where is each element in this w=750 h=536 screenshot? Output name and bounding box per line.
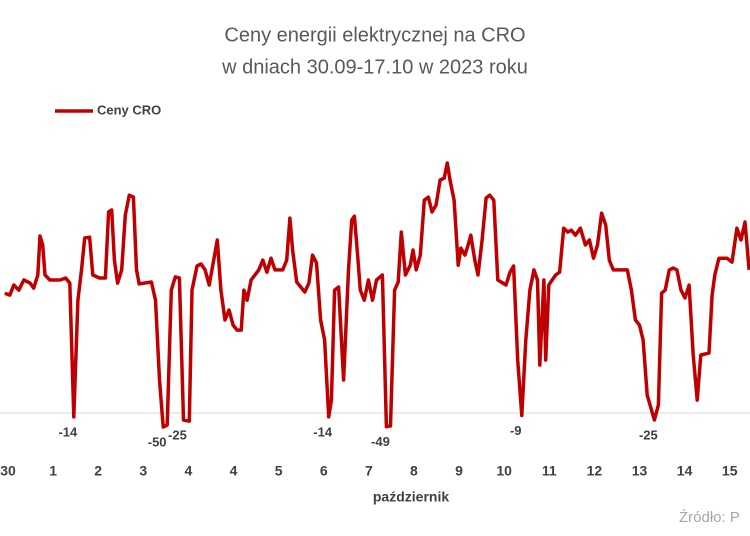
data-label: -9 — [510, 423, 522, 438]
source: Źródło: P — [679, 509, 740, 526]
x-tick-label: 14 — [677, 463, 693, 479]
x-tick-label: 5 — [275, 463, 283, 479]
x-tick-label: 15 — [722, 463, 738, 479]
x-tick-label: 2 — [94, 463, 102, 479]
x-tick-label: 12 — [587, 463, 603, 479]
x-tick-label: 8 — [410, 463, 418, 479]
x-tick-label: 6 — [320, 463, 328, 479]
x-tick-label: 4 — [185, 463, 193, 479]
x-tick-label: 7 — [365, 463, 373, 479]
x-tick-label: 10 — [496, 463, 512, 479]
x-tick-label: 3 — [139, 463, 147, 479]
legend-label: Ceny CRO — [97, 102, 161, 117]
data-label: -50 — [148, 434, 167, 449]
data-label: -49 — [371, 434, 390, 449]
chart-subtitle: w dniach 30.09-17.10 w 2023 roku — [221, 56, 528, 78]
x-tick-label: 9 — [455, 463, 463, 479]
chart-title: Ceny energii elektrycznej na CRO — [224, 24, 525, 46]
x-tick-label: 30 — [0, 463, 16, 479]
data-label: -14 — [313, 424, 333, 439]
x-tick-label: 11 — [542, 463, 557, 479]
x-tick-label: 1 — [49, 463, 57, 479]
x-tick-label: 13 — [632, 463, 648, 479]
x-axis-label: październik — [373, 489, 449, 505]
x-tick-label: 4 — [230, 463, 238, 479]
data-label: -14 — [58, 424, 78, 439]
data-label: -25 — [168, 427, 187, 442]
data-label: -25 — [639, 427, 658, 442]
series-line — [4, 161, 750, 429]
